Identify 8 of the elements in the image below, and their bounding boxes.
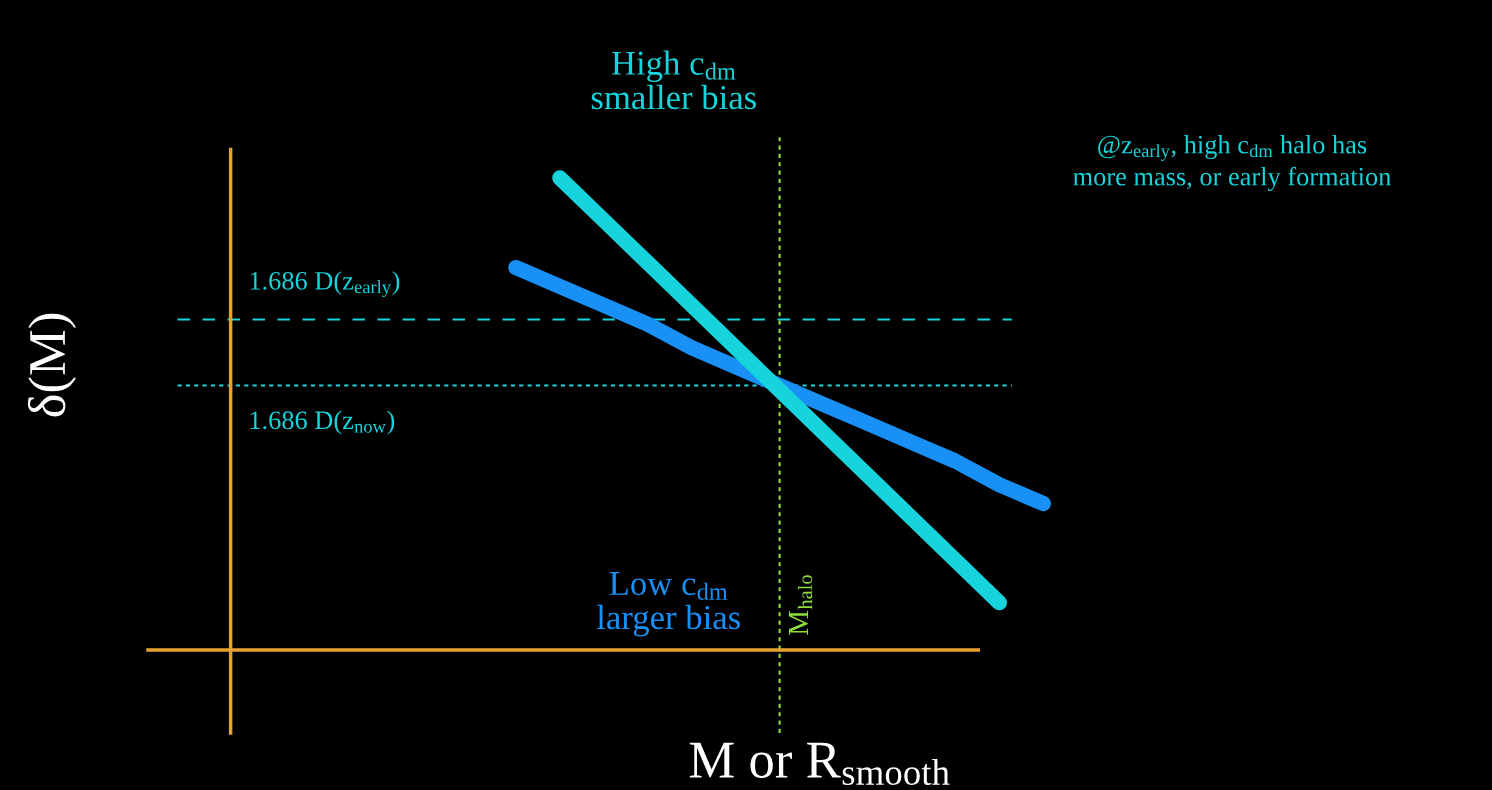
x-axis-title: M or R$_{smooth}$ (689, 742, 950, 786)
ref-line-label: 1.686 D(z$_{early}$) (250, 271, 400, 298)
text: @z$_{early}$, high c$_{dm}$ halo has more mass, or early formation (1073, 135, 1391, 191)
annotation: M$_{halo}$ (788, 575, 813, 635)
text: δ(M) (27, 313, 77, 417)
ref-line-label: 1.686 D(z$_{now}$) (250, 410, 395, 435)
text: High c$_{dm}$ smaller bias (591, 50, 756, 110)
text: Low c$_{dm}$ larger bias (596, 572, 740, 637)
